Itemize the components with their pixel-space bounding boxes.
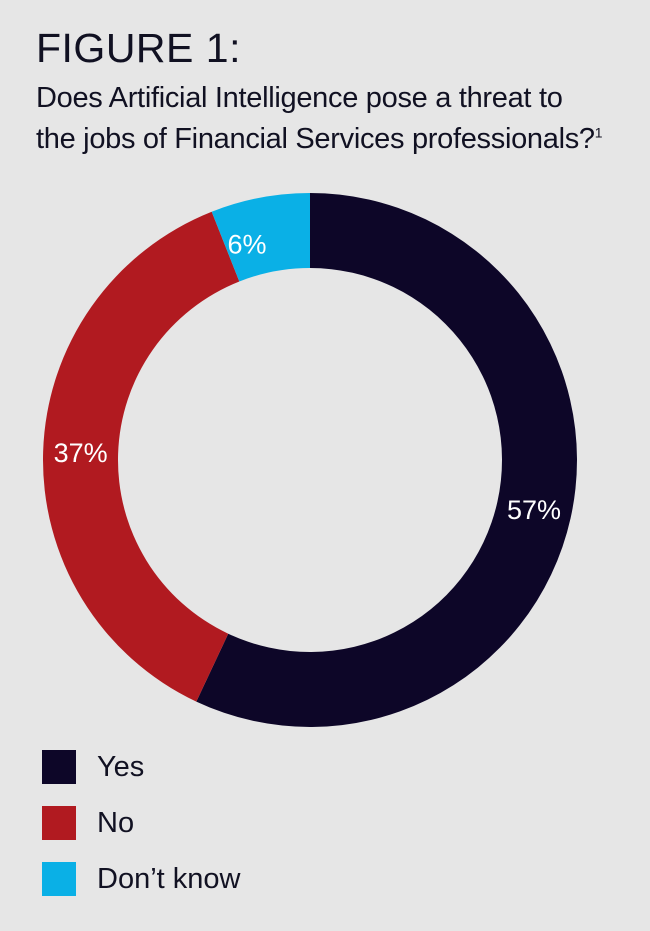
legend: Yes No Don’t know [42,750,240,918]
data-label-yes: 57% [507,495,561,525]
donut-slice-no [43,211,240,702]
donut-slice-yes [196,193,578,727]
chart-title: Does Artificial Intelligence pose a thre… [36,78,636,160]
legend-swatch-no [42,806,76,840]
legend-label-yes: Yes [97,750,145,783]
data-label-dont-know: 6% [227,230,266,260]
legend-swatch-yes [42,750,76,784]
footnote-marker: 1 [594,124,603,141]
donut-slice-dont-know [211,193,310,282]
legend-label-no: No [97,806,135,839]
legend-label-dont-know: Don’t know [97,862,241,895]
chart-title-line2: the jobs of Financial Services professio… [36,123,595,155]
chart-title-line1: Does Artificial Intelligence pose a thre… [36,82,563,114]
legend-item-dont-know: Don’t know [42,862,240,896]
legend-swatch-dont-know [42,862,76,896]
figure-label: FIGURE 1: [36,25,241,71]
legend-item-no: No [42,806,240,840]
data-label-no: 37% [54,438,108,468]
legend-item-yes: Yes [42,750,240,784]
